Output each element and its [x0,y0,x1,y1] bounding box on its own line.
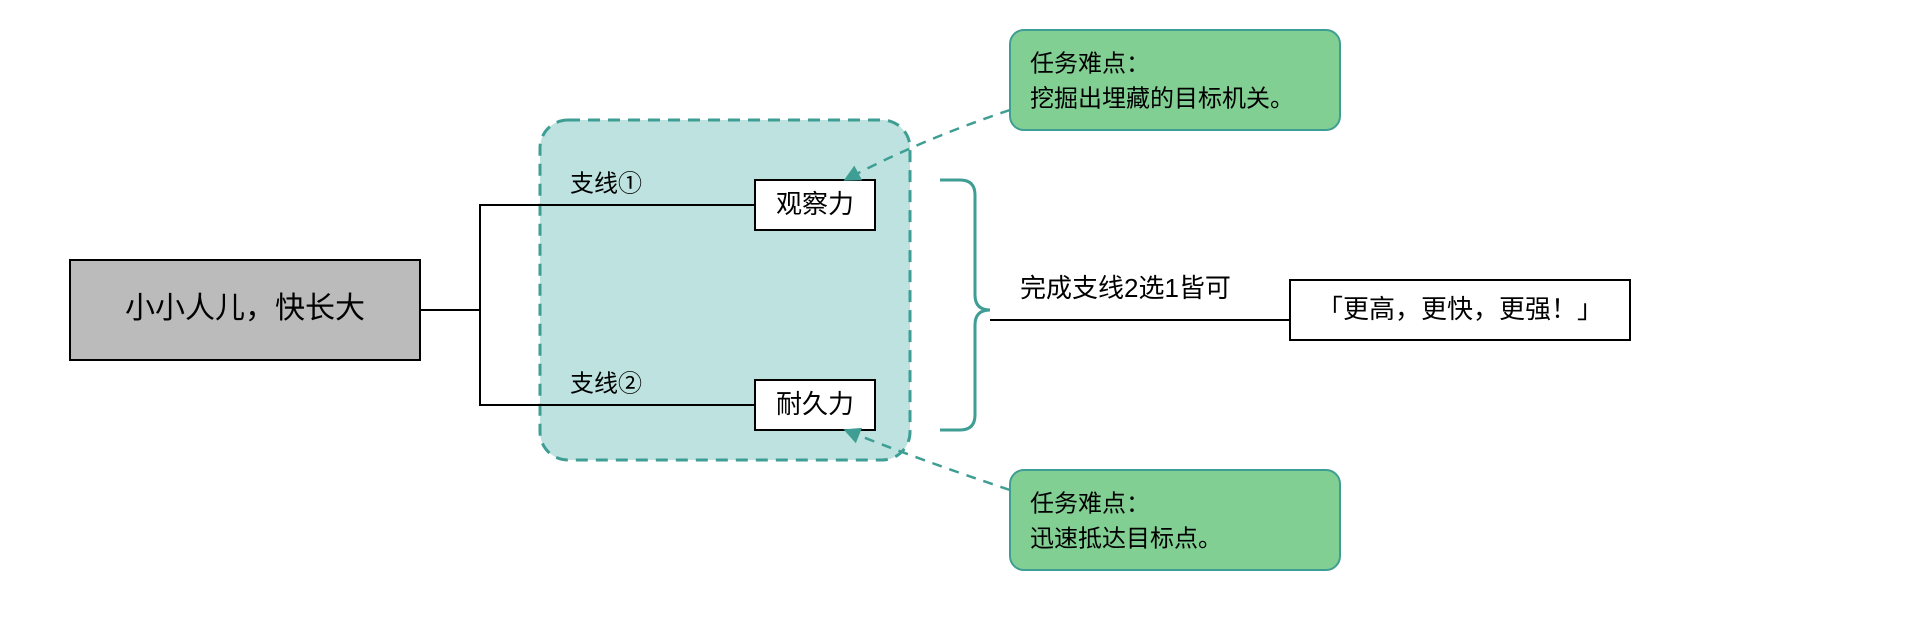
callout-bottom [1010,470,1340,570]
merge-label: 完成支线2选1皆可 [1020,273,1231,303]
diagram-canvas: 小小人儿，快长大 支线① 支线② 观察力 耐久力 完成支线2选1皆可 「更高，更… [0,0,1920,618]
merge-bracket [940,180,990,430]
root-node-label: 小小人儿，快长大 [125,292,365,325]
callout-bottom-title: 任务难点： [1030,490,1150,517]
branch1-label: 支线① [570,170,642,197]
skill2-label: 耐久力 [776,389,854,419]
callout-bottom-body: 迅速抵达目标点。 [1030,525,1222,552]
callout-top-title: 任务难点： [1030,50,1150,77]
callout-top [1010,30,1340,130]
callout-top-body: 挖掘出埋藏的目标机关。 [1030,85,1294,112]
branch2-label: 支线② [570,370,642,397]
skill1-label: 观察力 [776,189,854,219]
goal-label: 「更高，更快，更强！」 [1317,294,1603,324]
